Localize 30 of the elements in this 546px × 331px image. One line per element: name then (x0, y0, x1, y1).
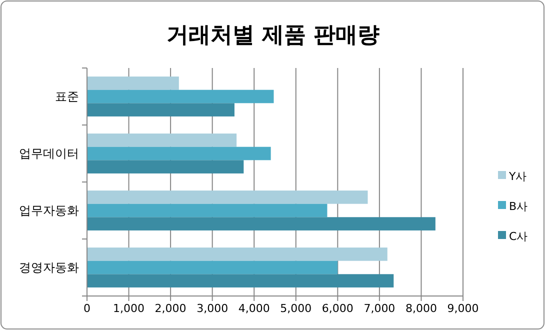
legend-label: C사 (509, 230, 528, 243)
legend-label: Y사 (508, 170, 527, 183)
x-tick-label: 9,000 (447, 302, 479, 315)
x-tick-label: 6,000 (322, 302, 354, 315)
bar (87, 90, 274, 104)
bar (87, 274, 394, 288)
y-tick-label: 경영자동화 (19, 260, 79, 274)
bar (87, 134, 237, 147)
x-tick-label: 4,000 (238, 302, 270, 315)
x-tick-label: 3,000 (196, 302, 228, 315)
x-tick-label: 7,000 (364, 302, 396, 315)
x-tick-label: 1,000 (113, 302, 145, 315)
legend-label: B사 (509, 200, 528, 213)
x-tick-label: 0 (84, 302, 90, 315)
bar (87, 217, 436, 230)
bar (87, 160, 244, 174)
bar (87, 146, 271, 160)
bar (87, 76, 179, 90)
bar (87, 248, 388, 261)
bar (87, 103, 234, 116)
y-tick-label: 업무데이터 (19, 146, 79, 160)
x-tick-label: 2,000 (154, 302, 186, 315)
bar (87, 204, 328, 218)
x-tick-label: 5,000 (280, 302, 312, 315)
bar (87, 260, 338, 274)
y-tick-label: 업무자동화 (19, 203, 79, 218)
chart-title: 거래처별 제품 판매량 (166, 23, 380, 48)
bar (87, 190, 368, 204)
x-tick-label: 8,000 (405, 302, 437, 315)
y-tick-label: 표준 (55, 89, 79, 104)
